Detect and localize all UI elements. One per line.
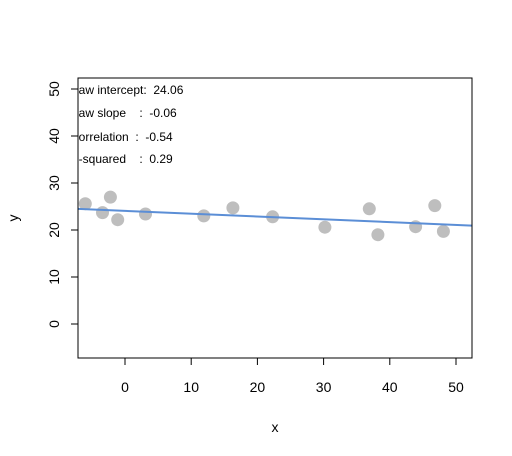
data-point	[371, 228, 385, 242]
data-point	[103, 190, 117, 204]
y-axis: 0 10 20 30 40 50	[46, 81, 79, 328]
y-tick-label: 0	[46, 320, 62, 328]
x-tick-label: 0	[121, 379, 129, 395]
y-tick-label: 10	[46, 269, 62, 285]
x-tick-label: 20	[250, 379, 266, 395]
y-tick-label: 40	[46, 128, 62, 144]
x-tick-label: 40	[382, 379, 398, 395]
fit-line-layer	[78, 207, 472, 227]
data-point	[428, 199, 442, 213]
x-tick-label: 10	[183, 379, 199, 395]
x-tick-label: 30	[316, 379, 332, 395]
y-tick-label: 20	[46, 222, 62, 238]
data-point	[197, 209, 211, 223]
data-point	[139, 207, 152, 221]
data-point	[318, 220, 332, 234]
x-axis: 0 10 20 30 40 50	[121, 357, 464, 395]
data-points	[78, 190, 450, 242]
stats-annotation: Raw slope : -0.06	[70, 106, 177, 120]
y-tick-label: 50	[46, 81, 62, 97]
x-tick-label: 50	[448, 379, 464, 395]
data-point	[362, 202, 376, 216]
y-tick-label: 30	[46, 175, 62, 191]
data-point	[111, 213, 125, 227]
data-point	[78, 197, 92, 211]
data-point	[436, 224, 450, 238]
x-axis-title: x	[272, 419, 279, 435]
stats-annotations: Raw intercept: 24.06 Raw slope : -0.06 Cor…	[70, 83, 184, 166]
y-axis-title: y	[5, 215, 21, 222]
data-point	[226, 201, 240, 215]
stats-annotation: Raw intercept: 24.06	[70, 83, 184, 97]
regression-line	[78, 207, 472, 227]
stats-annotation: Correlation : -0.54	[70, 130, 173, 144]
data-point	[96, 206, 109, 220]
stats-annotation: R-squared : 0.29	[70, 152, 173, 166]
